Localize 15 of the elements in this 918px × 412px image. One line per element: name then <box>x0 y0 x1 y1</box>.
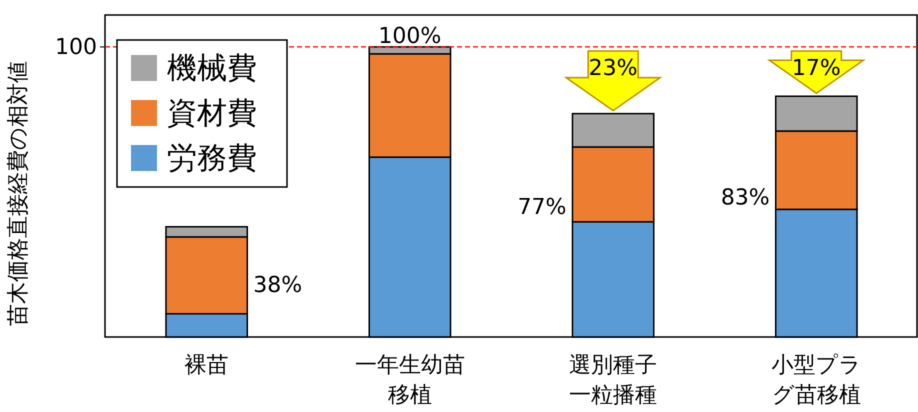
legend-label: 労務費 <box>167 141 257 176</box>
x-tick-label: 選別種子一粒播種 <box>569 353 658 408</box>
x-tick-label: 一年生幼苗移植 <box>354 353 465 408</box>
annotation: 17% <box>792 56 841 81</box>
total-label: 100% <box>378 24 442 49</box>
total-label: 83% <box>720 186 770 211</box>
annotation: 23% <box>588 56 638 81</box>
y-axis-title: 苗木価格直接経費の相対値 <box>6 61 31 326</box>
legend-label: 機械費 <box>167 51 257 86</box>
y-tick-label: 100 <box>55 34 97 60</box>
x-tick-label: 小型プラグ苗移植 <box>771 353 862 408</box>
x-tick-label: 裸苗 <box>184 353 229 378</box>
total-label: 77% <box>518 195 566 220</box>
legend-label: 資材費 <box>167 96 257 131</box>
total-label: 38% <box>253 272 302 298</box>
